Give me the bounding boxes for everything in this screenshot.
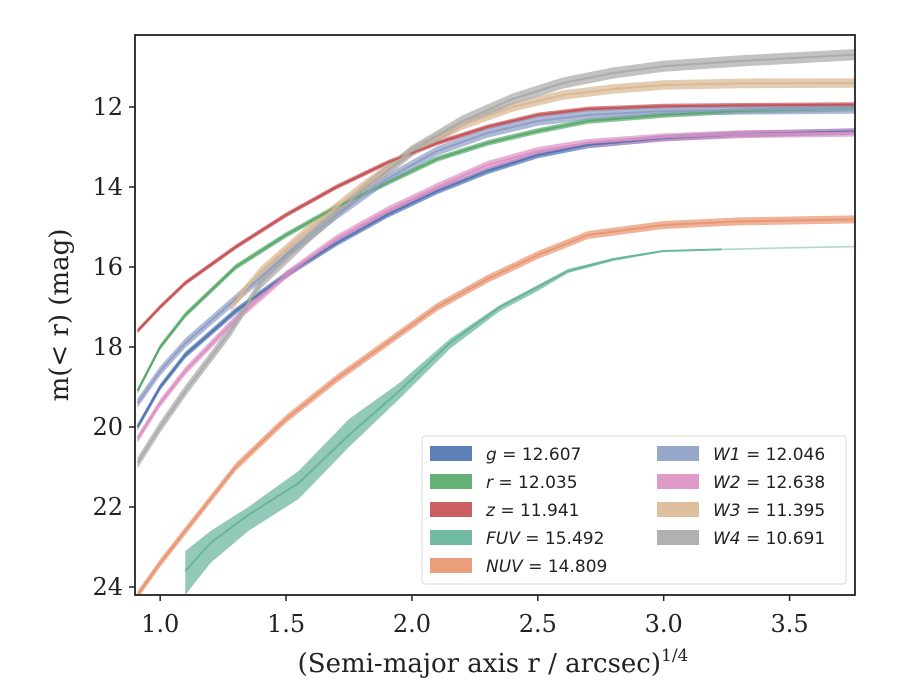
y-tick-label: 14 [92, 173, 123, 201]
y-tick-label: 20 [92, 413, 123, 441]
legend-swatch-w4 [657, 530, 699, 545]
legend-label-r: r = 12.035 [486, 473, 578, 493]
x-tick-label: 3.5 [770, 610, 808, 638]
x-axis-ticks: 1.0 1.5 2.0 2.5 3.0 3.5 [141, 595, 809, 638]
legend-label-w3: W3 = 11.395 [713, 501, 825, 521]
x-tick-label: 3.0 [645, 610, 683, 638]
legend-label-z: z = 11.941 [485, 501, 579, 521]
legend-swatch-w3 [657, 502, 699, 517]
series-band-w1 [137, 104, 855, 408]
legend-label-w2: W2 = 12.638 [713, 473, 825, 493]
series-line-w4 [136, 53, 855, 464]
x-tick-label: 2.5 [519, 610, 557, 638]
legend-swatch-g [430, 446, 472, 461]
legend-swatch-r [430, 474, 472, 489]
plot-frame [134, 34, 856, 596]
series-line-nuv [136, 218, 855, 595]
series-line-w3 [229, 82, 855, 308]
x-tick-label: 1.0 [141, 610, 179, 638]
series-line-r [136, 107, 855, 392]
legend-label-w4: W4 = 10.691 [713, 529, 825, 549]
series-line-fuv [184, 248, 722, 572]
legend-swatch-z [430, 502, 472, 517]
legend-swatch-w1 [657, 446, 699, 461]
x-tick-label: 1.5 [267, 610, 305, 638]
legend-box [421, 435, 847, 585]
legend-swatch-w2 [657, 474, 699, 489]
y-tick-label: 16 [92, 253, 123, 281]
series-lines [136, 53, 855, 595]
series-line-w2 [136, 131, 855, 440]
y-tick-label: 12 [92, 93, 123, 121]
legend-label-g: g = 12.607 [486, 445, 581, 465]
series-band-r [137, 105, 855, 394]
series-line-w1 [136, 108, 855, 404]
series-line-g [136, 130, 855, 428]
y-tick-label: 22 [92, 493, 123, 521]
legend: g = 12.607 r = 12.035 z = 11.941 FUV = 15.4… [421, 435, 847, 585]
legend-swatch-fuv [430, 530, 472, 545]
series-extension-fuv [721, 245, 855, 251]
x-axis-label-exponent: 1/4 [661, 646, 688, 666]
y-axis-ticks: 12 14 16 18 20 22 24 [92, 93, 135, 601]
y-axis-label: m(< r) (mag) [45, 229, 75, 402]
legend-label-nuv: NUV = 14.809 [486, 557, 607, 577]
legend-swatch-nuv [430, 558, 472, 573]
y-tick-label: 24 [92, 573, 123, 601]
legend-label-fuv: FUV = 15.492 [486, 529, 604, 549]
legend-label-w1: W1 = 12.046 [713, 445, 825, 465]
series-band-g [137, 128, 855, 431]
series-line-z [136, 103, 855, 332]
y-tick-label: 18 [92, 333, 123, 361]
x-axis-label: (Semi-major axis r / arcsec)1/4 [298, 646, 689, 679]
x-tick-label: 2.0 [393, 610, 431, 638]
